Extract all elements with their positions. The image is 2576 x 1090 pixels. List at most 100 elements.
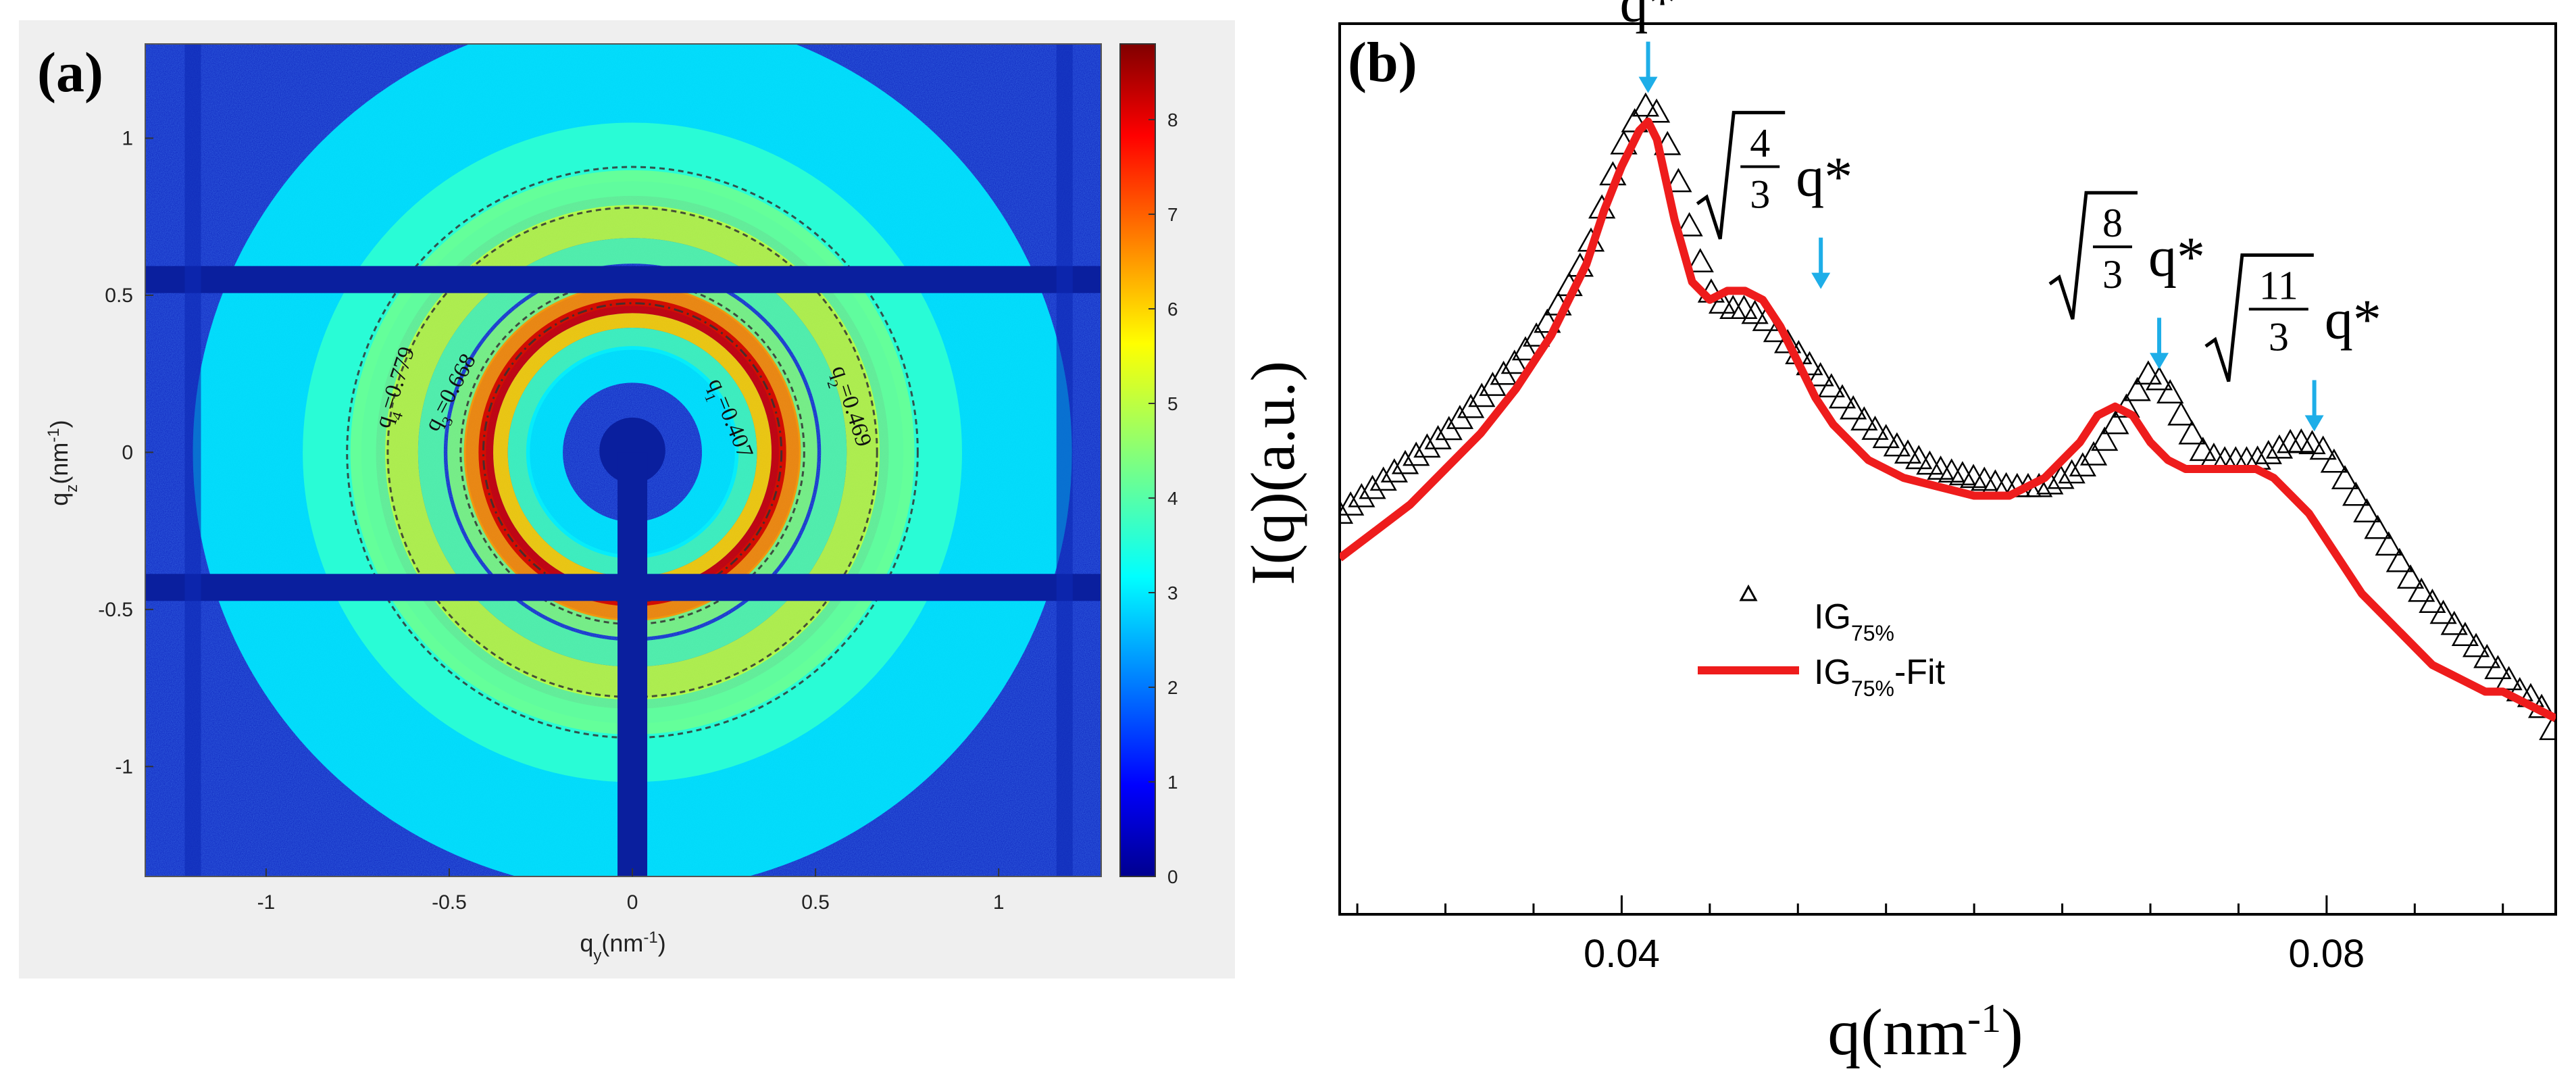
colorbar-tick-label: 7: [1167, 204, 1178, 225]
data-point: [2385, 547, 2414, 572]
ring-q3: [386, 206, 878, 699]
colorbar-tick-label: 3: [1167, 583, 1178, 603]
y-tick-label: -1: [115, 755, 133, 778]
data-point: [1369, 466, 1397, 491]
data-point: [2484, 655, 2512, 680]
data-point: [1642, 98, 1671, 123]
legend-entry-fit: IG75%-Fit: [1814, 653, 1946, 701]
x-tick-label: -1: [257, 891, 276, 914]
panel-b-label: (b): [1348, 31, 1417, 94]
data-point: [2047, 464, 2075, 489]
data-point: [1850, 406, 1878, 431]
data-point: [2309, 435, 2337, 460]
colorbar-tick-label: 5: [1167, 393, 1178, 414]
data-point: [2473, 643, 2501, 668]
data-point: [1905, 445, 1933, 470]
x-tick-label: 0.08: [2288, 932, 2365, 976]
data-point: [2123, 376, 2151, 401]
data-point: [2451, 622, 2479, 646]
peak-annotations: q* 4 3 q* 8 3 q* 11 3 q*: [1620, 0, 2381, 432]
data-point: [2156, 379, 2184, 403]
panel-a-x-ticks: -1 -0.5 0 0.5 1: [257, 868, 1005, 914]
x-tick-label: -0.5: [432, 891, 467, 914]
legend-entry-data: IG75%: [1814, 597, 1894, 645]
data-point: [2320, 448, 2348, 473]
peak-label: q*: [2325, 288, 2381, 351]
data-point: [1840, 395, 1867, 420]
data-point: [2091, 426, 2119, 451]
data-point: [1817, 373, 1845, 397]
data-point: [2134, 360, 2163, 385]
panel-a-label: (a): [37, 41, 103, 104]
data-point: [2364, 514, 2392, 539]
fraction-numerator: 4: [1750, 121, 1770, 166]
data-point: [2419, 589, 2446, 613]
data-point: [1828, 384, 1857, 409]
colorbar-tick-label: 6: [1167, 299, 1178, 320]
sqrt-symbol: [2204, 253, 2314, 382]
data-point: [1534, 308, 1561, 333]
detector-gap-horizontal: [145, 574, 1101, 601]
data-point: [2408, 577, 2435, 602]
data-point: [2462, 633, 2490, 658]
data-point: [1391, 449, 1419, 474]
detector-gaps: [145, 44, 1101, 876]
data-point: [2200, 442, 2228, 467]
detector-gap-vertical: [184, 44, 201, 876]
data-point: [1511, 336, 1540, 361]
data-point: [1500, 349, 1528, 374]
data-point: [1665, 168, 1692, 193]
data-point: [1807, 362, 1834, 387]
data-point: [2331, 465, 2359, 490]
y-tick-label: -0.5: [98, 599, 133, 621]
data-point: [2265, 434, 2294, 459]
data-point: [2145, 366, 2173, 391]
data-point: [1927, 455, 1954, 480]
x-tick-label: 0.5: [801, 891, 830, 914]
x-tick-label: 0.04: [1584, 932, 1660, 976]
colorbar-tick-label: 8: [1167, 109, 1178, 130]
ring-q1: [482, 302, 783, 603]
plot-b-data: [1340, 92, 2556, 741]
panel-a-x-label: qy(nm-1): [580, 928, 665, 965]
data-point: [1675, 212, 1703, 237]
colorbar-tick-label: 2: [1167, 677, 1178, 698]
data-point: [2254, 440, 2282, 464]
data-point: [2440, 610, 2468, 635]
peak-label: q*: [1620, 0, 1677, 34]
x-tick-label: 0: [627, 891, 638, 914]
data-point: [2058, 459, 2086, 484]
detector-gap-horizontal: [145, 266, 1101, 293]
data-point: [2079, 441, 2108, 466]
fraction-numerator: 8: [2102, 201, 2123, 245]
plot-b-frame: [1338, 22, 2557, 916]
data-point: [1359, 474, 1386, 499]
data-point: [1872, 424, 1900, 449]
data-point: [2375, 531, 2402, 556]
panel-a-y-label: qz(nm-1): [45, 420, 81, 505]
fraction-denominator: 3: [2102, 252, 2123, 297]
y-tick-label: 1: [122, 127, 133, 149]
sqrt-symbol: [1696, 111, 1786, 240]
data-point: [2353, 498, 2381, 523]
beamstop: [599, 417, 665, 484]
peak-label: q*: [2148, 226, 2205, 289]
data-point: [2298, 430, 2326, 455]
data-point: [1522, 322, 1550, 347]
data-point: [1773, 328, 1802, 353]
peak-arrowhead: [2150, 353, 2169, 370]
data-point: [1340, 499, 1354, 524]
data-point: [2102, 410, 2129, 435]
peak-arrowhead: [1811, 272, 1831, 289]
heatmap: [145, 44, 1101, 876]
data-point: [1686, 248, 1714, 272]
fraction-denominator: 3: [2269, 314, 2289, 359]
colorbar-tick-label: 0: [1167, 866, 1178, 887]
colorbar: [1119, 43, 1156, 877]
fraction-denominator: 3: [1750, 172, 1770, 217]
peak-arrowhead: [2304, 415, 2324, 432]
colorbar-tick-label: 1: [1167, 772, 1178, 793]
data-point: [2189, 437, 2217, 462]
plot-b-x-label: q(nm-1): [1827, 996, 2023, 1069]
data-point: [1708, 289, 1736, 314]
